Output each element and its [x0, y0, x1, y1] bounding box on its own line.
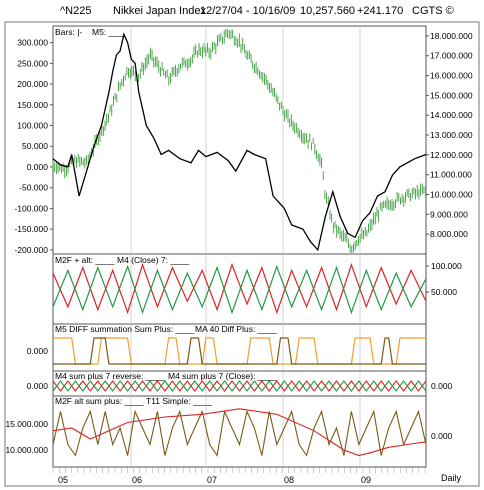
m4-reverse-line [52, 380, 427, 392]
year-label: 05 [58, 475, 68, 485]
m2f-line [52, 262, 427, 315]
ma40-diff-line [53, 337, 426, 365]
right-tick-label: 0.000 [431, 381, 453, 391]
left-tick-label: 15.000.000 [5, 419, 48, 429]
m2f-alt-line [52, 409, 427, 457]
left-tick-label: 0.000 [27, 346, 49, 356]
panel-price [52, 25, 427, 255]
left-tick-label: 200.000 [17, 79, 48, 89]
panel-m2f [52, 253, 427, 325]
right-tick-label: 50.000 [431, 287, 457, 297]
left-tick-label: 10.000.000 [5, 445, 48, 455]
legend-m4reverse: M4 sum plus 7 reverse: ____ [55, 371, 165, 381]
left-tick-label: 0.000 [27, 162, 49, 172]
right-tick-label: 11.000.000 [430, 170, 472, 180]
legend-ma40: MA 40 Diff Plus: ____ [195, 324, 277, 334]
right-tick-label: 18.000.000 [430, 31, 473, 41]
right-tick-label: 8.000.000 [430, 229, 468, 239]
left-tick-label: -100.000 [14, 203, 48, 213]
header-range: 12/27/04 - 10/16/09 [200, 5, 295, 17]
legend-m5: M5: ___ [92, 27, 123, 37]
year-label: 06 [132, 475, 142, 485]
legend-t11: T11 Simple: ____ [146, 396, 212, 406]
left-tick-label: 50.000 [22, 141, 48, 151]
outer-frame [4, 21, 480, 487]
legend-bars: Bars: |- [55, 27, 82, 37]
left-tick-label: -50.000 [19, 183, 48, 193]
legend-m2f: M2F + alt: ____ [55, 255, 115, 265]
panel-m2falt [52, 395, 427, 468]
right-tick-label: 9.000.000 [430, 209, 468, 219]
frequency-label: Daily [441, 473, 462, 483]
legend-m4sumclose: M4 sum plus 7 (Close): ____ [168, 371, 277, 381]
left-tick-label: -200.000 [14, 245, 48, 255]
left-tick-label: -150.000 [14, 224, 48, 234]
left-tick-label: 250.000 [17, 58, 48, 68]
legend-m5diff: M5 DIFF summation Sum Plus: ____ [55, 324, 195, 334]
right-tick-label: 17.000.000 [430, 51, 473, 61]
legend-m4close: M4 (Close) 7: ____ [117, 255, 190, 265]
header-change: +241.170 [357, 5, 403, 17]
m5-line [52, 32, 427, 252]
t11-simple-line [52, 408, 427, 457]
right-tick-label: 0.000 [431, 431, 453, 441]
right-tick-label: 15.000.000 [430, 90, 473, 100]
header-last: 10,257.560 [300, 5, 355, 17]
header-symbol: ^N225 [60, 5, 91, 17]
left-tick-label: 0.000 [27, 381, 49, 391]
left-tick-label: 150.000 [17, 100, 48, 110]
right-tick-label: 100.000 [431, 261, 462, 271]
m4-close-sum-line [52, 380, 427, 392]
header-brand: CGTS © [412, 5, 454, 17]
legend-m2falt: M2F alt sum plus: ____ [55, 396, 144, 406]
m4-close-line [52, 264, 427, 315]
right-tick-label: 10.000.000 [430, 190, 473, 200]
year-label: 09 [361, 475, 371, 485]
right-tick-label: 13.000.000 [430, 130, 473, 140]
year-label: 07 [207, 475, 217, 485]
header-name: Nikkei Japan Index [113, 5, 206, 17]
right-tick-label: 12.000.000 [430, 150, 473, 160]
panel-m5diff [52, 323, 427, 372]
right-tick-label: 14.000.000 [430, 110, 473, 120]
left-tick-label: 100.000 [17, 120, 48, 130]
year-label: 08 [284, 475, 294, 485]
left-tick-label: 300.000 [17, 38, 48, 48]
right-tick-label: 16.000.000 [430, 71, 473, 81]
